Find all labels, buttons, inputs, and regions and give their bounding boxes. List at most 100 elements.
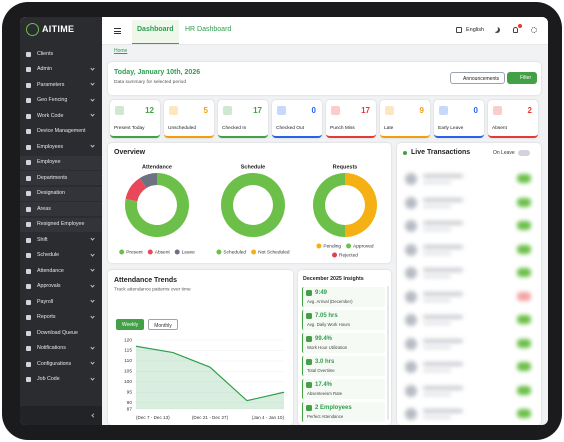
legend: Scheduled Not Scheduled: [216, 249, 290, 256]
language[interactable]: English: [466, 27, 485, 33]
status-pill: [517, 174, 531, 183]
x-tick-label: (Dec 21 - Dec 27): [192, 415, 229, 420]
avatar: [405, 384, 417, 397]
nav-icon: [26, 268, 31, 274]
status-pill: [517, 338, 531, 348]
avatar: [405, 243, 417, 256]
nav-item[interactable]: Approvals: [20, 280, 102, 294]
nav-label: Clients: [37, 50, 54, 57]
filter-button[interactable]: Filter: [507, 72, 537, 84]
stat-icon: [223, 106, 232, 115]
nav-item[interactable]: Admin: [20, 63, 102, 77]
nav-icon: [26, 237, 31, 243]
nav-item[interactable]: Designation: [20, 186, 102, 201]
nav-label: Download Queue: [37, 329, 78, 336]
stat-label: Checked In: [222, 126, 247, 131]
nav-label: Schedule: [37, 252, 60, 258]
nav-item[interactable]: Clients: [20, 47, 102, 61]
avatar: [405, 290, 417, 303]
period-button[interactable]: Weekly: [116, 319, 144, 330]
tab[interactable]: HR Dashboard: [185, 26, 232, 33]
nav-item[interactable]: Departments: [20, 171, 102, 185]
nav-item[interactable]: Work Code: [20, 109, 102, 123]
nav-item[interactable]: Payroll: [20, 295, 102, 309]
legend-swatch: [332, 252, 338, 258]
nav-item[interactable]: Schedule: [20, 249, 102, 263]
trend-chart: Attendance Trends Track attendance patter…: [114, 277, 285, 420]
nav-item[interactable]: Employees: [20, 140, 102, 154]
live-title: Live Transactions: [411, 149, 471, 156]
x-tick-label: (Jan 4 - Jan 10): [252, 415, 285, 420]
row-line: [423, 315, 463, 319]
nav-item[interactable]: Configurations: [20, 357, 102, 371]
insight-icon: [306, 405, 312, 411]
period-button[interactable]: Monthly: [148, 319, 178, 330]
theme-toggle[interactable]: [494, 27, 500, 33]
stat-icon: [493, 106, 502, 115]
nav-icon: [26, 253, 31, 258]
stat-card: 5 Unscheduled: [164, 100, 214, 138]
chevron: [90, 313, 95, 319]
y-tick-label: 100: [124, 379, 132, 385]
nav-label: Departments: [37, 174, 68, 181]
insights-title: December 2025 Insights: [303, 276, 364, 282]
row-line: [423, 268, 463, 272]
collapse-bar[interactable]: [20, 406, 102, 425]
nav-label: Device Management: [37, 128, 86, 134]
settings[interactable]: [531, 27, 537, 33]
screen: AITIME Clients Admin Parameters Geo Fencing W…: [20, 17, 548, 425]
nav-item[interactable]: Notifications: [20, 342, 102, 356]
donut-title: Schedule: [241, 164, 265, 170]
chevron: [90, 112, 95, 117]
live-card: Live Transactions On Leave: [397, 143, 541, 425]
row-line: [423, 181, 451, 184]
nav-item[interactable]: Download Queue: [20, 326, 102, 340]
legend-swatch: [119, 249, 125, 255]
nav-item[interactable]: Shift: [20, 233, 102, 247]
nav-label: Employee: [37, 159, 61, 165]
y-tick-label: 105: [124, 369, 132, 375]
nav-item[interactable]: Areas: [20, 202, 102, 216]
nav-item[interactable]: Resigned Employee: [20, 217, 102, 232]
nav-item[interactable]: Parameters: [20, 78, 102, 92]
menu-button[interactable]: [114, 28, 121, 34]
date-subtitle: Data summary for selected period: [114, 80, 186, 85]
stat-value: 17: [253, 106, 262, 115]
breadcrumb[interactable]: Home: [114, 48, 128, 54]
insight-item: 17.4% Absenteeism Rate: [302, 379, 385, 399]
row-line: [423, 244, 463, 249]
toggle[interactable]: [518, 150, 530, 156]
nav-label: Geo Fencing: [37, 97, 68, 103]
tab[interactable]: Dashboard: [132, 20, 179, 44]
donut-segment: [139, 173, 157, 189]
insight-value: 3.0 hrs: [315, 358, 335, 365]
notifications[interactable]: [513, 27, 518, 33]
avatar: [405, 337, 417, 350]
nav-item[interactable]: Attendance: [20, 264, 102, 278]
transaction-row: [401, 263, 537, 283]
nav-icon: [26, 377, 31, 382]
nav-icon: [26, 98, 31, 103]
nav-item[interactable]: Employee: [20, 155, 102, 170]
nav-icon: [26, 160, 31, 165]
nav-item[interactable]: Job Code: [20, 373, 102, 387]
announcements-button[interactable]: Announcements: [450, 72, 505, 84]
stat-label: Punch Miss: [330, 126, 355, 131]
trend-line: [135, 345, 285, 402]
transaction-list: [397, 169, 541, 425]
chart-subtitle: Track attendance patterns over time: [114, 286, 191, 292]
row-line: [423, 416, 451, 419]
insight-label: Total Overtime: [307, 368, 335, 373]
avatar: [405, 408, 417, 420]
nav-label: Admin: [37, 66, 53, 72]
nav-item[interactable]: Reports: [20, 311, 102, 325]
legend-label: Leave: [182, 250, 195, 256]
transaction-row: [401, 381, 537, 401]
status-pill: [517, 362, 531, 371]
stat-card: 0 Checked Out: [272, 100, 322, 138]
nav-item[interactable]: Geo Fencing: [20, 94, 102, 108]
nav-item[interactable]: Device Management: [20, 125, 102, 139]
insight-icon: [306, 336, 312, 342]
chevron: [90, 360, 95, 365]
insight-icon: [306, 382, 312, 388]
